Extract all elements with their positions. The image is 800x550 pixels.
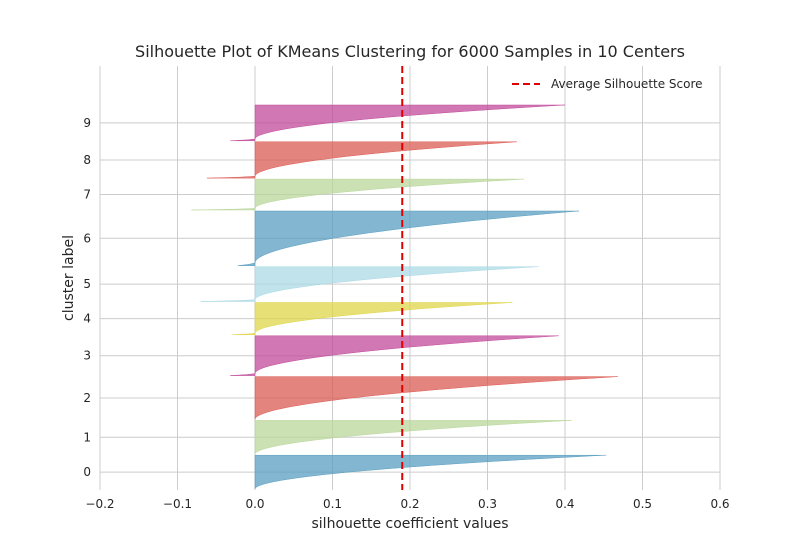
silhouette-cluster-4	[231, 302, 513, 336]
silhouette-cluster-9	[230, 104, 566, 142]
silhouette-cluster-7	[191, 178, 524, 211]
y-tick-label: 8	[83, 153, 91, 167]
x-tick-label: −0.1	[163, 497, 192, 511]
silhouette-cluster-5	[200, 266, 539, 302]
y-tick-label: 9	[83, 116, 91, 130]
x-tick-label: 0.0	[245, 497, 264, 511]
y-tick-label: 5	[83, 277, 91, 291]
x-tick-label: −0.2	[85, 497, 114, 511]
x-tick-label: 0.2	[400, 497, 419, 511]
y-tick-label: 0	[83, 465, 91, 479]
y-tick-label: 6	[83, 231, 91, 245]
x-tick-label: 0.3	[478, 497, 497, 511]
chart-title: Silhouette Plot of KMeans Clustering for…	[135, 42, 685, 61]
silhouette-cluster-0	[254, 454, 607, 490]
x-tick-label: 0.5	[633, 497, 652, 511]
x-tick-label: 0.4	[555, 497, 574, 511]
y-tick-label: 1	[83, 430, 91, 444]
x-tick-labels: −0.2 −0.1 0.0 0.1 0.2 0.3 0.4 0.5 0.6	[85, 497, 729, 511]
silhouette-cluster-8	[206, 141, 518, 179]
silhouette-cluster-3	[230, 335, 559, 376]
x-tick-label: 0.6	[710, 497, 729, 511]
y-axis-label: cluster label	[61, 235, 77, 321]
y-tick-label: 4	[83, 312, 91, 326]
x-tick-label: 0.1	[323, 497, 342, 511]
y-tick-labels: 0 1 2 3 4 5 6 7 8 9	[83, 116, 91, 479]
silhouette-cluster-1	[254, 420, 572, 455]
silhouette-cluster-6	[237, 210, 580, 266]
silhouette-areas	[191, 104, 618, 490]
silhouette-cluster-2	[254, 376, 618, 420]
x-axis-label: silhouette coefficient values	[312, 516, 509, 532]
y-tick-label: 7	[83, 188, 91, 202]
y-tick-label: 3	[83, 349, 91, 363]
legend: Average Silhouette Score	[512, 77, 703, 91]
legend-label: Average Silhouette Score	[551, 77, 703, 91]
y-tick-label: 2	[83, 391, 91, 405]
